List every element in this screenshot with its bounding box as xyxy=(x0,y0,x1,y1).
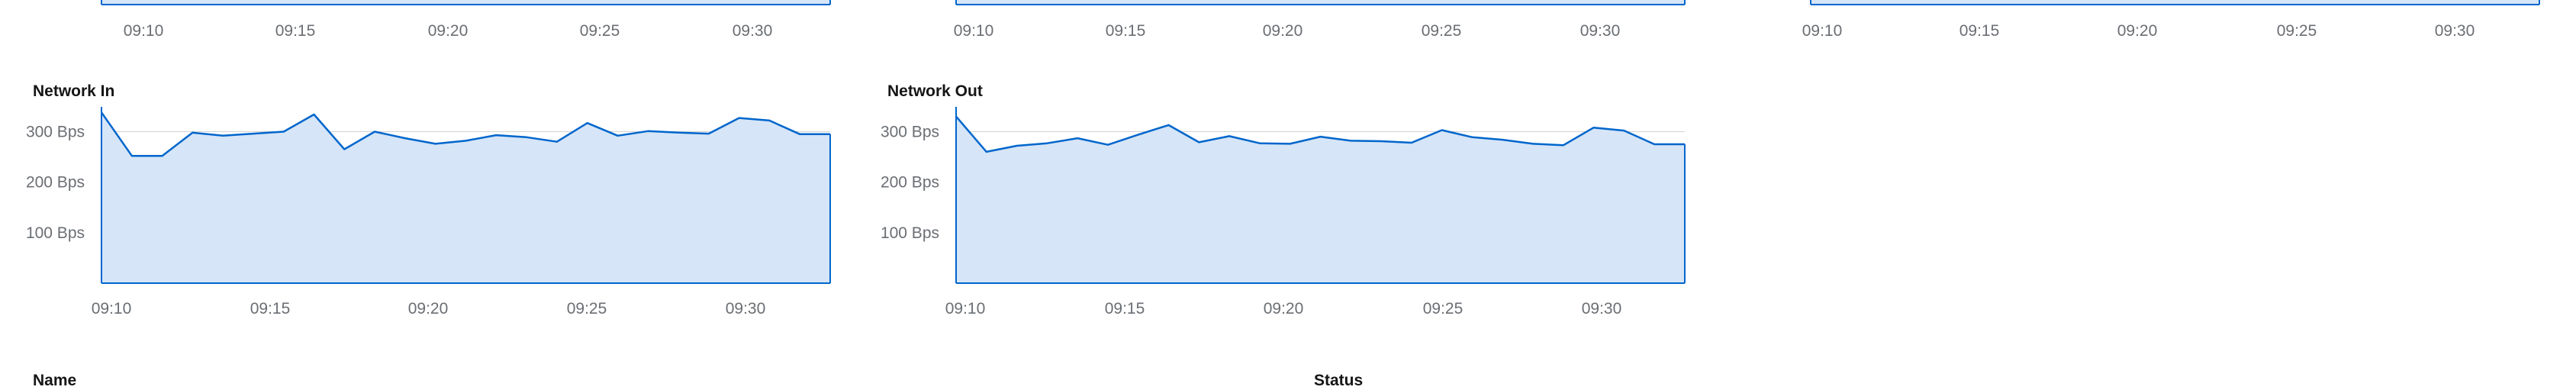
top-chart-x-tick-label: 09:20 xyxy=(1263,22,1303,40)
y-tick-label: 200 Bps xyxy=(26,174,85,192)
area-fill xyxy=(101,112,830,283)
top-chart-x-tick-label: 09:30 xyxy=(2435,22,2475,40)
y-tick-label: 100 Bps xyxy=(881,224,939,242)
top-chart-area-1 xyxy=(956,0,1685,5)
top-chart-x-tick-label: 09:25 xyxy=(1422,22,1462,40)
top-chart-x-tick-label: 09:30 xyxy=(733,22,773,40)
column-header-name[interactable]: Name xyxy=(33,372,77,389)
x-tick-label: 09:30 xyxy=(726,300,766,317)
top-chart-x-tick-label: 09:15 xyxy=(1106,22,1146,40)
network-in-chart: 100 Bps 200 Bps 300 Bps 09:10 09:15 09:20 09:2… xyxy=(26,107,831,317)
x-tick-label: 09:25 xyxy=(567,300,607,317)
x-tick-label: 09:20 xyxy=(1264,300,1304,317)
y-tick-label: 300 Bps xyxy=(26,123,85,140)
chart-title-network-out: Network Out xyxy=(887,82,983,100)
chart-title-network-in: Network In xyxy=(33,82,115,100)
y-tick-label: 100 Bps xyxy=(26,224,85,242)
x-tick-label: 09:10 xyxy=(92,300,132,317)
network-out-chart: 100 Bps 200 Bps 300 Bps 09:10 09:15 09:20 09:2… xyxy=(881,107,1686,317)
x-tick-label: 09:30 xyxy=(1582,300,1622,317)
top-chart-area-2 xyxy=(1811,0,2539,5)
top-chart-x-tick-label: 09:30 xyxy=(1580,22,1621,40)
top-chart-area-0 xyxy=(101,0,830,5)
x-tick-label: 09:15 xyxy=(1105,300,1145,317)
top-chart-x-tick-label: 09:10 xyxy=(124,22,164,40)
y-tick-label: 200 Bps xyxy=(881,174,939,192)
column-header-status[interactable]: Status xyxy=(1314,372,1364,389)
top-chart-x-tick-label: 09:15 xyxy=(275,22,316,40)
series-line xyxy=(955,115,1685,153)
area-fill xyxy=(956,116,1685,283)
top-chart-x-tick-label: 09:10 xyxy=(1802,22,1843,40)
x-tick-label: 09:20 xyxy=(408,300,449,317)
top-chart-x-tick-label: 09:15 xyxy=(1959,22,2000,40)
top-chart-x-tick-label: 09:10 xyxy=(954,22,994,40)
top-chart-x-tick-label: 09:25 xyxy=(2277,22,2317,40)
y-tick-label: 300 Bps xyxy=(881,123,939,140)
series-line xyxy=(100,111,830,157)
x-tick-label: 09:10 xyxy=(945,300,986,317)
top-chart-x-tick-label: 09:20 xyxy=(2117,22,2158,40)
x-tick-label: 09:25 xyxy=(1423,300,1463,317)
top-chart-x-tick-label: 09:20 xyxy=(428,22,469,40)
x-tick-label: 09:15 xyxy=(250,300,291,317)
top-chart-x-tick-label: 09:25 xyxy=(580,22,620,40)
top-chart-row: 09:10 09:15 09:20 09:25 09:30 09:10 09:15 09:20… xyxy=(101,0,2540,40)
